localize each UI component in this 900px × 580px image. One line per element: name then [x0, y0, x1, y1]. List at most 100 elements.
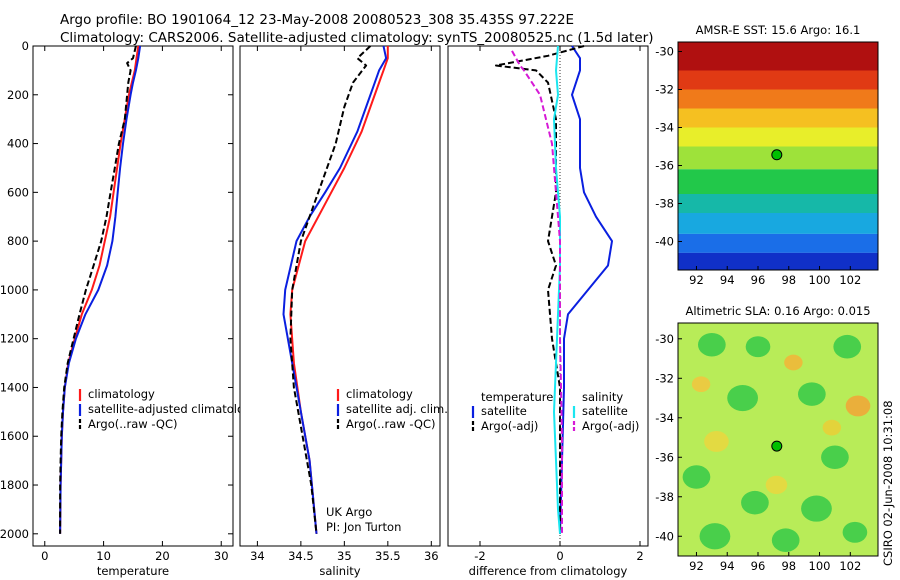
sla-blob-7 [845, 395, 871, 417]
temperature-xtick-label: 10 [96, 549, 111, 563]
salinity-legend-label-0: climatology [346, 387, 413, 401]
sst-ytick-label: -30 [655, 45, 674, 59]
difference-legend-header-salinity: salinity [582, 390, 623, 404]
sla-map-field [678, 323, 878, 556]
sst-band-8 [678, 213, 878, 234]
sla-xtick-label: 98 [781, 559, 796, 573]
sst-map-field [678, 42, 878, 270]
sla-blob-10 [821, 445, 849, 470]
sla-blob-2 [833, 334, 862, 359]
temperature-xtick-label: 30 [214, 549, 229, 563]
difference-series-3 [511, 50, 563, 534]
sla-blob-14 [801, 495, 832, 522]
temperature-panel: 0 10 20 30 0 200 400 600 800 1000 1200 1400 1600 1800… [0, 39, 258, 578]
sst-xtick-label: 98 [781, 273, 796, 287]
timestamp-label: CSIRO 02-Jun-2008 10:31:08 [881, 400, 895, 566]
sla-blob-5 [727, 384, 758, 412]
sla-ytick-label: -32 [655, 371, 674, 385]
difference-legend-header-temperature: temperature [481, 390, 553, 404]
sla-xtick-label: 92 [689, 559, 704, 573]
sla-blob-3 [784, 354, 803, 371]
difference-series-2 [553, 45, 561, 534]
salinity-xtick-label: 36 [424, 549, 439, 563]
sla-map-panel: Altimetric SLA: 0.16 Argo: 0.015 92 94 96 98… [655, 304, 879, 573]
sst-map-title: AMSR-E SST: 15.6 Argo: 16.1 [696, 23, 861, 37]
sla-blob-0 [698, 332, 726, 357]
sla-blob-13 [741, 490, 769, 515]
difference-legend-label-1: Argo(-adj) [481, 419, 538, 433]
sst-band-0 [678, 42, 878, 71]
temperature-ytick-label: 400 [7, 137, 29, 151]
difference-xtick-label: -2 [474, 549, 485, 563]
difference-panel: -2 0 2 difference from climatology temperatu… [447, 45, 649, 578]
sst-band-10 [678, 252, 878, 270]
sla-ytick-label: -30 [655, 332, 674, 346]
sla-ytick-label: -38 [655, 490, 674, 504]
sla-blob-6 [798, 382, 826, 406]
salinity-xtick-label: 35.5 [375, 549, 401, 563]
sst-xtick-label: 102 [839, 273, 861, 287]
sla-xtick-label: 94 [720, 559, 735, 573]
sla-xtick-label: 100 [809, 559, 831, 573]
salinity-series-2 [289, 45, 372, 534]
salinity-x-axis-label: salinity [319, 564, 360, 578]
sla-xtick-label: 96 [751, 559, 766, 573]
sla-blob-8 [822, 419, 842, 436]
difference-x-axis-label: difference from climatology [469, 564, 628, 578]
figure-title-line-2: Climatology: CARS2006. Satellite-adjuste… [60, 30, 654, 46]
sst-band-1 [678, 70, 878, 90]
sla-ytick-label: -34 [655, 411, 674, 425]
sla-blob-9 [704, 431, 729, 452]
difference-series-1 [495, 45, 585, 534]
temperature-xtick-label: 0 [41, 549, 48, 563]
temperature-legend-label-1: satellite-adjusted climatology [88, 402, 258, 416]
sst-map-frame [677, 41, 879, 271]
temperature-plot-frame [32, 45, 234, 547]
sst-map-panel: AMSR-E SST: 15.6 Argo: 16.1 92 94 96 98 100 10… [655, 23, 879, 287]
sst-ytick-label: -36 [655, 159, 674, 173]
difference-xtick-label: 2 [636, 549, 643, 563]
sla-map-title: Altimetric SLA: 0.16 Argo: 0.015 [685, 304, 870, 318]
temperature-ytick-label: 1000 [0, 283, 29, 297]
temperature-ytick-label: 600 [7, 185, 29, 199]
temperature-ytick-label: 1200 [0, 332, 29, 346]
figure-title-line-1: Argo profile: BO 1901064_12 23-May-2008 … [60, 12, 575, 28]
difference-xtick-label: 0 [556, 549, 563, 563]
temperature-series-2 [59, 45, 137, 534]
credit-line-2: PI: Jon Turton [326, 520, 401, 534]
difference-legend-label-0: satellite [481, 404, 527, 418]
difference-legend-label-3: Argo(-adj) [582, 419, 639, 433]
sst-float-location-marker [771, 149, 783, 161]
salinity-legend-label-2: Argo(..raw -QC) [346, 417, 436, 431]
salinity-series-1 [282, 45, 388, 534]
temperature-ytick-label: 0 [22, 39, 29, 53]
temperature-x-axis-label: temperature [97, 564, 169, 578]
temperature-ytick-label: 2000 [0, 527, 29, 541]
sst-band-6 [678, 169, 878, 194]
sst-band-9 [678, 233, 878, 253]
temperature-ytick-label: 1800 [0, 478, 29, 492]
difference-series-0 [559, 45, 613, 534]
credit-line-1: UK Argo [326, 505, 372, 519]
sst-ytick-label: -38 [655, 197, 674, 211]
sst-xtick-label: 100 [809, 273, 831, 287]
salinity-xtick-label: 35 [337, 549, 352, 563]
salinity-legend-label-1: satellite adj. clim. [346, 402, 448, 416]
sla-blob-11 [682, 465, 711, 489]
sla-ytick-label: -40 [655, 529, 674, 543]
sst-xtick-label: 94 [720, 273, 735, 287]
temperature-ytick-label: 1400 [0, 380, 29, 394]
salinity-xtick-label: 34 [250, 549, 265, 563]
sst-ytick-label: -32 [655, 83, 674, 97]
sst-band-3 [678, 108, 878, 128]
sla-blob-4 [691, 376, 711, 393]
sst-ytick-label: -34 [655, 121, 674, 135]
sst-xtick-label: 92 [689, 273, 704, 287]
sla-blob-17 [842, 521, 868, 543]
sla-blob-1 [745, 336, 771, 358]
sla-blob-16 [771, 528, 800, 552]
sla-map-frame [677, 322, 879, 557]
temperature-ytick-label: 800 [7, 234, 29, 248]
temperature-ytick-label: 200 [7, 88, 29, 102]
